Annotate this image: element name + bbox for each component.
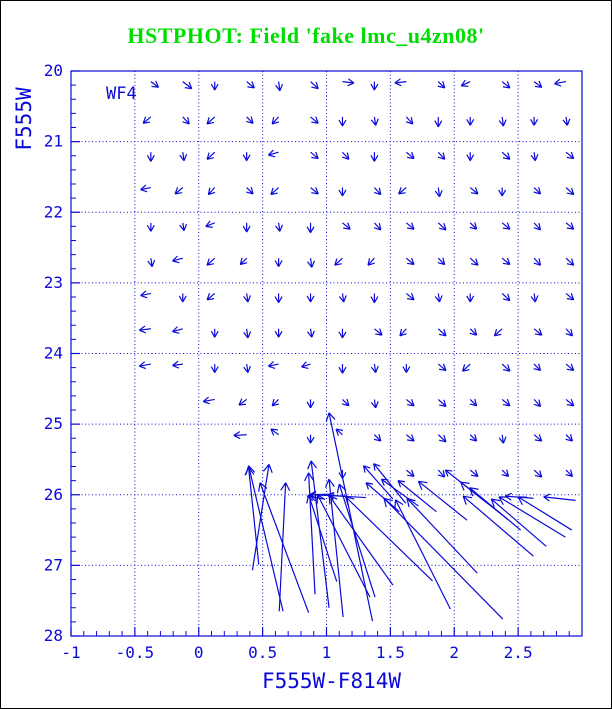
x-tick-label: 1 (322, 643, 332, 662)
x-tick-label: 1.5 (376, 643, 405, 662)
field-label: WF4 (106, 84, 137, 104)
x-axis-title: F555W-F814W (262, 669, 401, 693)
axis-titles: F555W-F814W F555W WF4 (12, 84, 401, 693)
plot-title: HSTPHOT: Field 'fake lmc_u4zn08' (127, 23, 485, 48)
y-tick-label: 24 (44, 344, 63, 363)
y-tick-label: 26 (44, 485, 63, 504)
x-tick-label: -0.5 (116, 643, 155, 662)
y-tick-label: 23 (44, 273, 63, 292)
axis-ticks (70, 70, 570, 637)
y-tick-label: 25 (44, 414, 63, 433)
x-tick-label: 2.5 (504, 643, 533, 662)
y-axis-title: F555W (12, 87, 36, 151)
x-tick-label: 0 (194, 643, 204, 662)
y-tick-label: 20 (44, 61, 63, 80)
x-tick-label: -1 (61, 643, 80, 662)
y-tick-label: 22 (44, 202, 63, 221)
x-tick-label: 2 (449, 643, 459, 662)
tick-labels: -1 -0.5 0 0.5 1 1.5 2 2.5 20 21 22 23 24 25 26 27 28 (44, 61, 533, 662)
y-tick-label: 21 (44, 132, 63, 151)
x-tick-label: 0.5 (248, 643, 277, 662)
y-tick-label: 27 (44, 555, 63, 574)
arrow-field (138, 78, 576, 622)
y-tick-label: 28 (44, 626, 63, 645)
